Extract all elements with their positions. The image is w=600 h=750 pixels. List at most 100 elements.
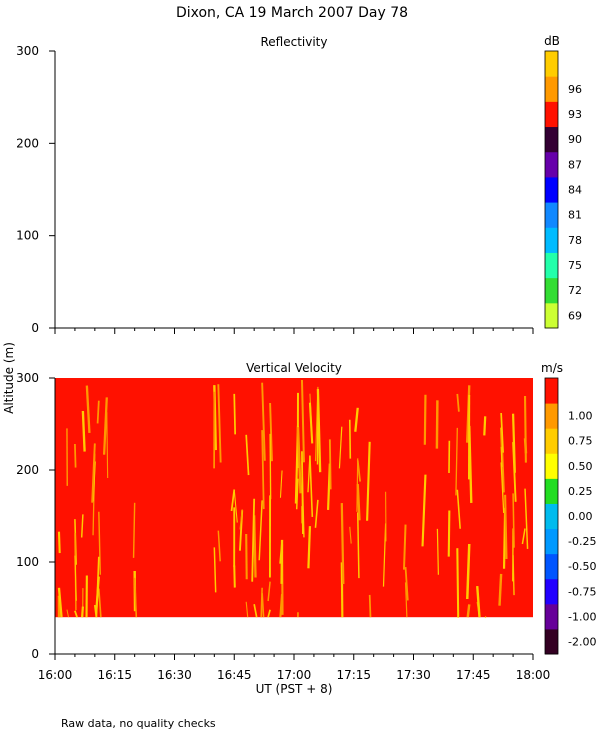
colorbar-swatch (545, 503, 558, 530)
velocity-streak (456, 548, 460, 617)
reflectivity-panel: Reflectivity 0 100 200 300 dB 69 72 75 78 81 84 8… (16, 34, 582, 335)
velocity-streak (245, 434, 250, 476)
velocity-streak (423, 394, 427, 445)
velocity-streak (239, 509, 243, 530)
reflectivity-plot-area (55, 51, 533, 327)
x-axis-label: UT (PST + 8) (256, 682, 333, 696)
velocity-streak (57, 531, 61, 554)
velocity-streak (328, 439, 332, 490)
colorbar-frame (544, 377, 559, 655)
velocity-field (55, 378, 533, 618)
velocity-streak (455, 427, 458, 496)
velocity-streak (97, 588, 102, 618)
colorbar-swatch (545, 478, 558, 504)
colorbar-label: 84 (568, 184, 582, 197)
colorbar-frame (544, 50, 559, 329)
colorbar-swatch (545, 553, 558, 580)
x-tick-label: 16:30 (157, 668, 192, 682)
x-tick-label: 16:45 (217, 668, 252, 682)
velocity-streak (233, 565, 236, 588)
velocity-streak (267, 609, 271, 618)
colorbar-label: 69 (568, 309, 582, 322)
velocity-streak (356, 512, 360, 579)
velocity-streak (133, 577, 138, 618)
velocity-streak (512, 493, 515, 548)
velocity-streak (524, 488, 529, 549)
colorbar-label: 78 (568, 234, 582, 247)
velocity-streak (132, 502, 136, 558)
velocity-streak (300, 379, 305, 463)
y-tick-label: 0 (31, 321, 39, 335)
velocity-streak (307, 455, 311, 493)
velocity-streak (217, 384, 222, 463)
velocity-streak (340, 503, 345, 585)
velocity-streak (245, 601, 249, 618)
figure-title: Dixon, CA 19 March 2007 Day 78 (176, 5, 408, 21)
velocity-streak (245, 534, 248, 580)
y-axis-label: Altitude (m) (2, 342, 16, 414)
colorbar-swatch (545, 302, 558, 329)
velocity-streak (436, 528, 439, 575)
velocity-streak (279, 470, 283, 498)
colorbar-label: 72 (568, 284, 582, 297)
velocity-colorbar-unit: m/s (541, 361, 563, 375)
velocity-title: Vertical Velocity (246, 361, 342, 375)
y-tick-label: 300 (16, 371, 39, 385)
velocity-streak (447, 510, 451, 557)
colorbar-label: 0.50 (568, 460, 593, 473)
velocity-streak (404, 582, 408, 618)
velocity-streak (85, 385, 91, 433)
velocity-streak (307, 526, 312, 569)
velocity-streak (102, 397, 108, 455)
y-tick-label: 0 (31, 647, 39, 661)
velocity-streak (217, 530, 221, 562)
velocity-streak (512, 442, 517, 502)
colorbar-label: 93 (568, 108, 582, 121)
colorbar-swatch (545, 151, 558, 178)
reflectivity-colorbar: 69 72 75 78 81 84 87 90 93 96 (544, 50, 582, 329)
colorbar-swatch (545, 101, 558, 128)
velocity-streak (466, 385, 471, 443)
y-tick-label: 200 (16, 463, 39, 477)
reflectivity-x-ticks (54, 328, 534, 334)
velocity-streak (81, 410, 86, 452)
velocity-streak (213, 547, 217, 593)
colorbar-swatch (545, 76, 558, 102)
velocity-streak (504, 494, 508, 559)
velocity-streak (382, 523, 387, 587)
velocity-streak (261, 430, 265, 510)
velocity-streak (476, 585, 481, 618)
colorbar-swatch (545, 428, 558, 454)
velocity-streak (253, 604, 258, 618)
velocity-streak (483, 416, 487, 436)
footnote: Raw data, no quality checks (61, 717, 216, 730)
velocity-streak (340, 562, 344, 618)
velocity-streak (500, 462, 505, 514)
colorbar-swatch (545, 126, 558, 153)
colorbar-swatch (545, 453, 558, 479)
velocity-streak (261, 382, 266, 461)
velocity-streak (233, 393, 237, 435)
velocity-streak (296, 427, 302, 494)
colorbar-label: 96 (568, 83, 582, 96)
velocity-streak (456, 489, 461, 529)
velocity-streak (74, 443, 77, 468)
colorbar-label: -0.50 (568, 560, 596, 573)
velocity-streak (258, 500, 263, 561)
x-tick-label: 16:00 (38, 668, 73, 682)
velocity-heatmap (55, 378, 533, 619)
colorbar-label: 87 (568, 158, 582, 171)
x-tick-label: 17:00 (277, 668, 312, 682)
velocity-streak (354, 407, 359, 432)
velocity-streak (57, 587, 63, 618)
velocity-streak (269, 433, 272, 500)
y-tick-label: 200 (16, 136, 39, 150)
velocity-streak (356, 458, 359, 512)
colorbar-label: 75 (568, 259, 582, 272)
velocity-streak (230, 489, 236, 512)
velocity-streak (80, 514, 84, 538)
colorbar-label: -0.25 (568, 535, 596, 548)
colorbar-swatch (545, 578, 558, 605)
colorbar-label: 0.25 (568, 485, 593, 498)
